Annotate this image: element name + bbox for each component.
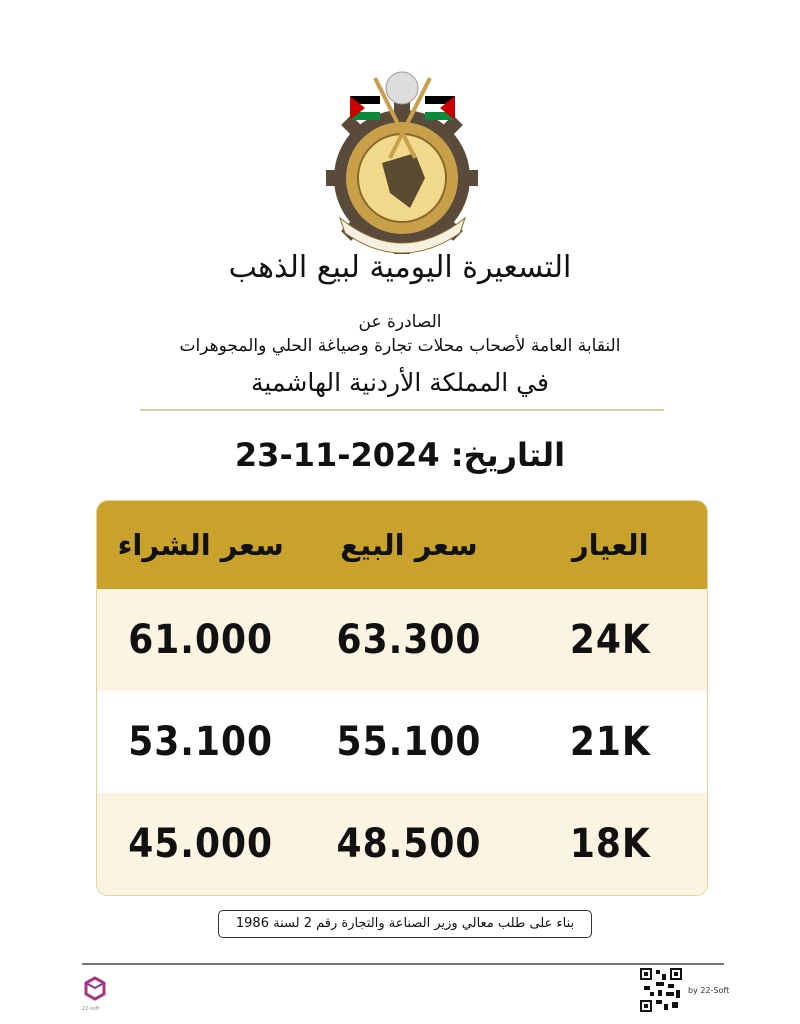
qr-code-icon [640,968,682,1012]
buy-price: 61.000 [128,617,274,663]
legal-note: بناء على طلب معالي وزير الصناعة والتجارة… [218,910,592,938]
page-title: التسعيرة اليومية لبيع الذهب [228,250,572,285]
karat: 21K [569,719,651,765]
issued-by: الصادرة عن [358,312,442,332]
buy-price: 53.100 [128,719,274,765]
sell-price: 63.300 [336,617,482,663]
sell-price: 48.500 [336,821,482,867]
column-header-karat: العيار [571,528,649,562]
table-row: 61.000 63.300 24K [97,589,707,691]
divider [140,409,664,411]
credit-text: by 22-Soft [688,986,730,995]
union-logo [326,71,478,254]
footer-divider [82,963,724,965]
flag-icon [425,96,455,120]
column-header-sell: سعر البيع [340,528,478,562]
table-row: 45.000 48.500 18K [97,793,707,895]
union-name: النقابة العامة لأصحاب محلات تجارة وصياغة… [179,336,621,356]
sell-price: 55.100 [336,719,482,765]
karat: 18K [569,821,651,867]
brand-small-text: 22-soft [82,1006,100,1012]
table-header: سعر الشراء سعر البيع العيار [97,501,707,589]
flag-icon [350,96,380,120]
table-body: 61.000 63.300 24K 53.100 55.100 21K 45.0… [97,589,707,895]
column-header-buy: سعر الشراء [117,528,284,562]
buy-price: 45.000 [128,821,274,867]
date-line: التاريخ: 23-11-2024 [0,436,800,474]
date-value: 23-11-2024 [234,436,440,474]
date-label: التاريخ: [450,436,566,474]
kingdom-name: في المملكة الأردنية الهاشمية [251,368,549,397]
brand-logo-icon [84,976,106,1001]
karat: 24K [569,617,651,663]
table-row: 53.100 55.100 21K [97,691,707,793]
price-table: سعر الشراء سعر البيع العيار 61.000 63.30… [96,500,708,896]
